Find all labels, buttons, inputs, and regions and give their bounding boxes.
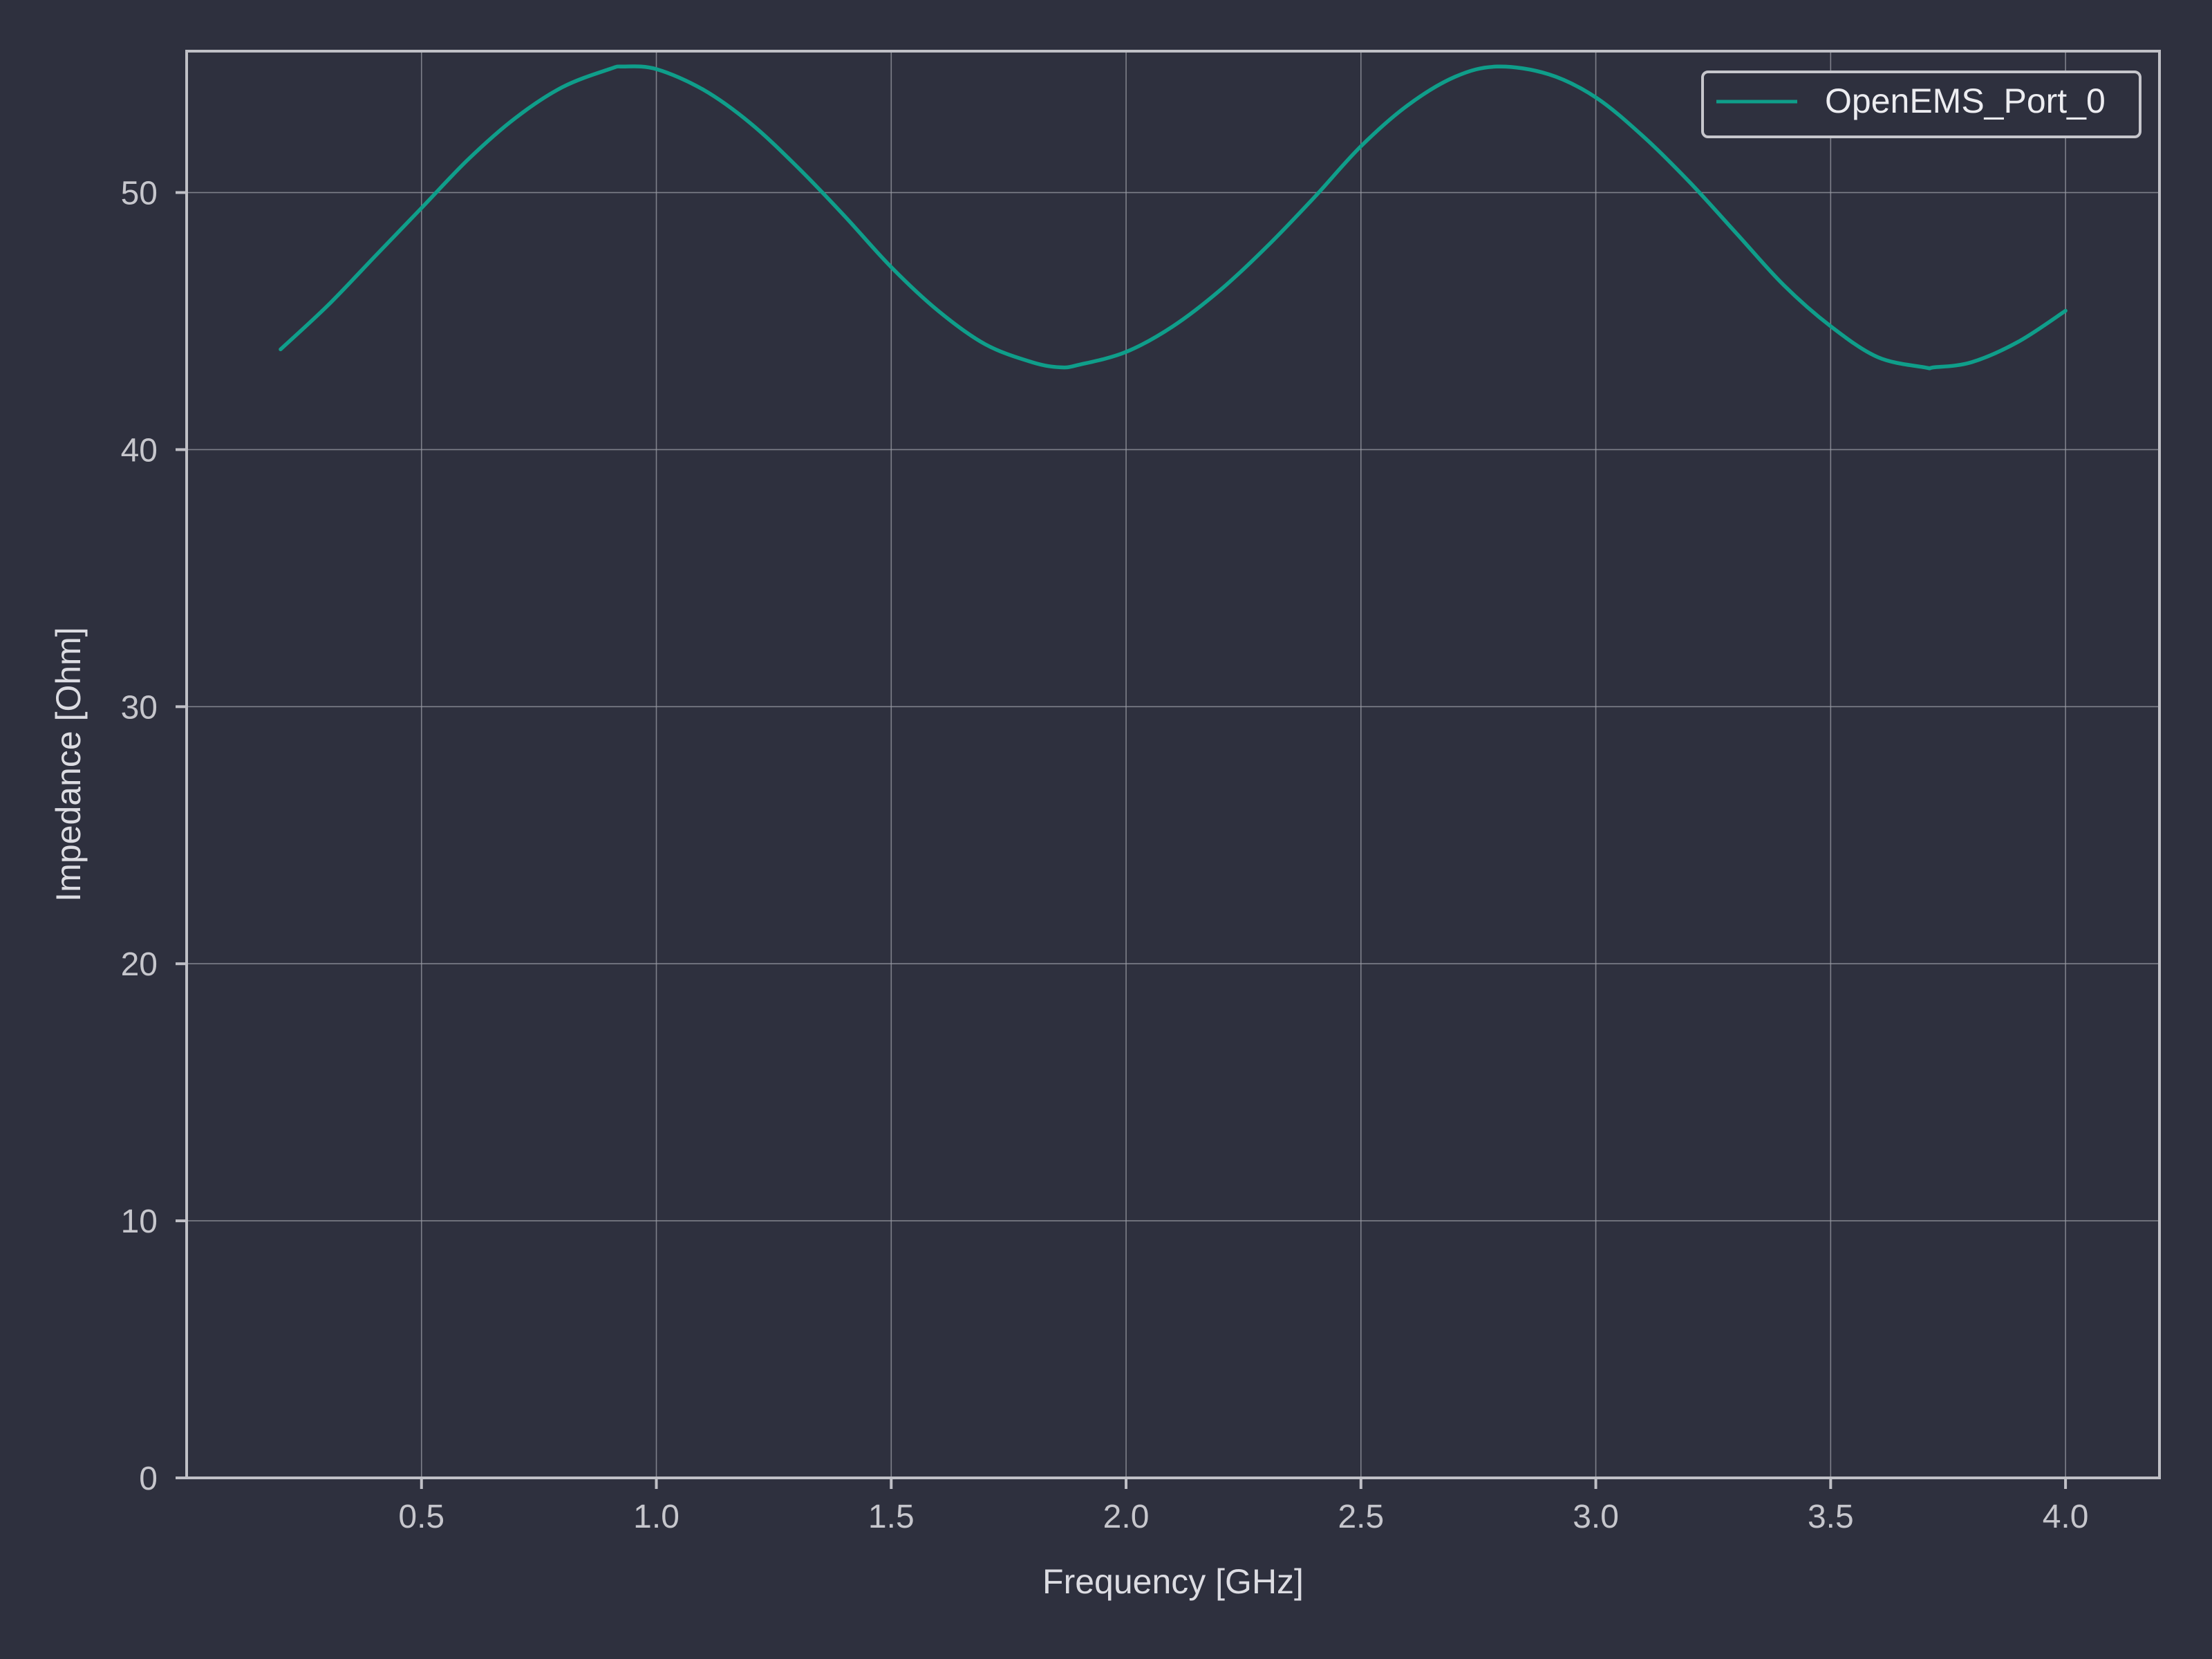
x-tick-label: 1.0 [633, 1499, 679, 1535]
legend: OpenEMS_Port_0 [1701, 71, 2141, 138]
x-tick-label: 4.0 [2043, 1499, 2089, 1535]
x-tick-label: 1.5 [868, 1499, 915, 1535]
x-tick-label: 2.5 [1338, 1499, 1384, 1535]
x-tick-label: 3.5 [1808, 1499, 1854, 1535]
y-tick-label: 0 [139, 1461, 158, 1497]
grid [187, 51, 2159, 1479]
legend-label: OpenEMS_Port_0 [1825, 82, 2106, 120]
y-tick-label: 50 [121, 176, 158, 212]
x-tick-label: 0.5 [398, 1499, 444, 1535]
y-tick-label: 40 [121, 432, 158, 469]
y-axis-label: Impedance [Ohm] [49, 627, 88, 901]
axis-ticks: 0.5 1.0 1.5 2.0 2.5 3.0 3.5 4.0 0 10 20 30 40 50 [121, 176, 2089, 1535]
y-tick-label: 30 [121, 689, 158, 726]
y-tick-label: 20 [121, 946, 158, 983]
x-axis-label: Frequency [GHz] [1042, 1562, 1304, 1601]
plot-area [187, 51, 2159, 1478]
y-tick-label: 10 [121, 1203, 158, 1240]
plot-frame [185, 50, 2161, 1479]
series-line [279, 64, 2068, 371]
series-layer [279, 64, 2068, 371]
x-tick-label: 3.0 [1573, 1499, 1619, 1535]
legend-box [1701, 71, 2141, 138]
x-tick-label: 2.0 [1103, 1499, 1150, 1535]
